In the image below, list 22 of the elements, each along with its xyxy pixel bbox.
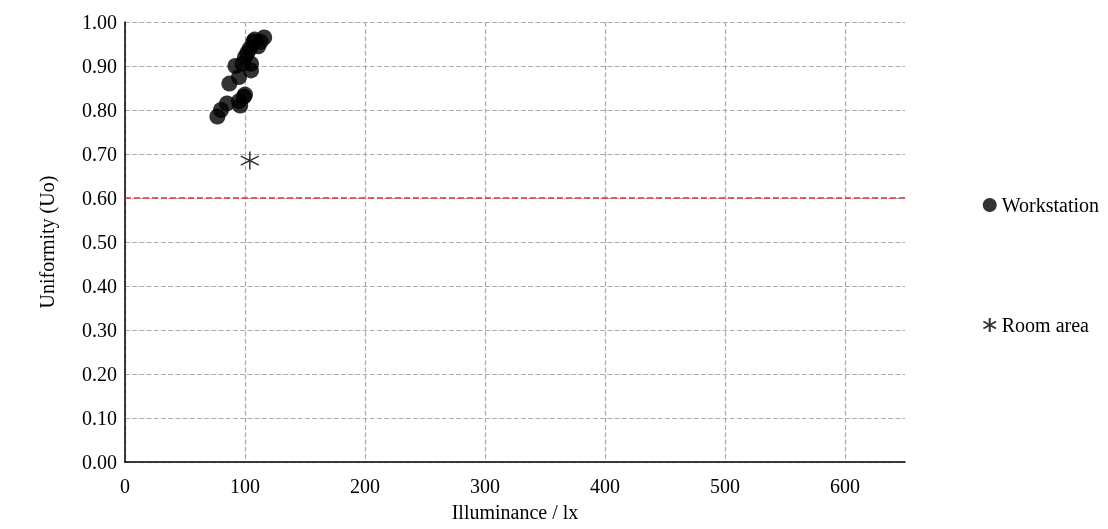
y-tick-label: 0.20 bbox=[82, 363, 117, 385]
legend-label: Workstation bbox=[1001, 194, 1099, 216]
y-tick-label: 0.70 bbox=[82, 143, 117, 165]
x-tick-label: 200 bbox=[350, 475, 380, 497]
y-tick-label: 0.60 bbox=[82, 187, 117, 209]
y-tick-label: 0.30 bbox=[82, 319, 117, 341]
y-tick-label: 1.00 bbox=[82, 11, 117, 33]
x-tick-label: 600 bbox=[830, 475, 860, 497]
x-tick-label: 300 bbox=[470, 475, 500, 497]
x-tick-label: 500 bbox=[710, 475, 740, 497]
y-tick-label: 0.00 bbox=[82, 451, 117, 473]
y-tick-label: 0.80 bbox=[82, 99, 117, 121]
x-tick-label: 100 bbox=[230, 475, 260, 497]
y-axis-title: Uniformity (Uo) bbox=[36, 175, 59, 309]
x-axis-title: Illuminance / lx bbox=[451, 501, 579, 523]
y-tick-label: 0.40 bbox=[82, 275, 117, 297]
y-tick-label: 0.10 bbox=[82, 407, 117, 429]
y-tick-label: 0.90 bbox=[82, 55, 117, 77]
y-tick-label: 0.50 bbox=[82, 231, 117, 253]
legend-label: Room area bbox=[1001, 314, 1090, 336]
x-tick-label: 0 bbox=[120, 475, 130, 497]
x-tick-label: 400 bbox=[590, 475, 620, 497]
